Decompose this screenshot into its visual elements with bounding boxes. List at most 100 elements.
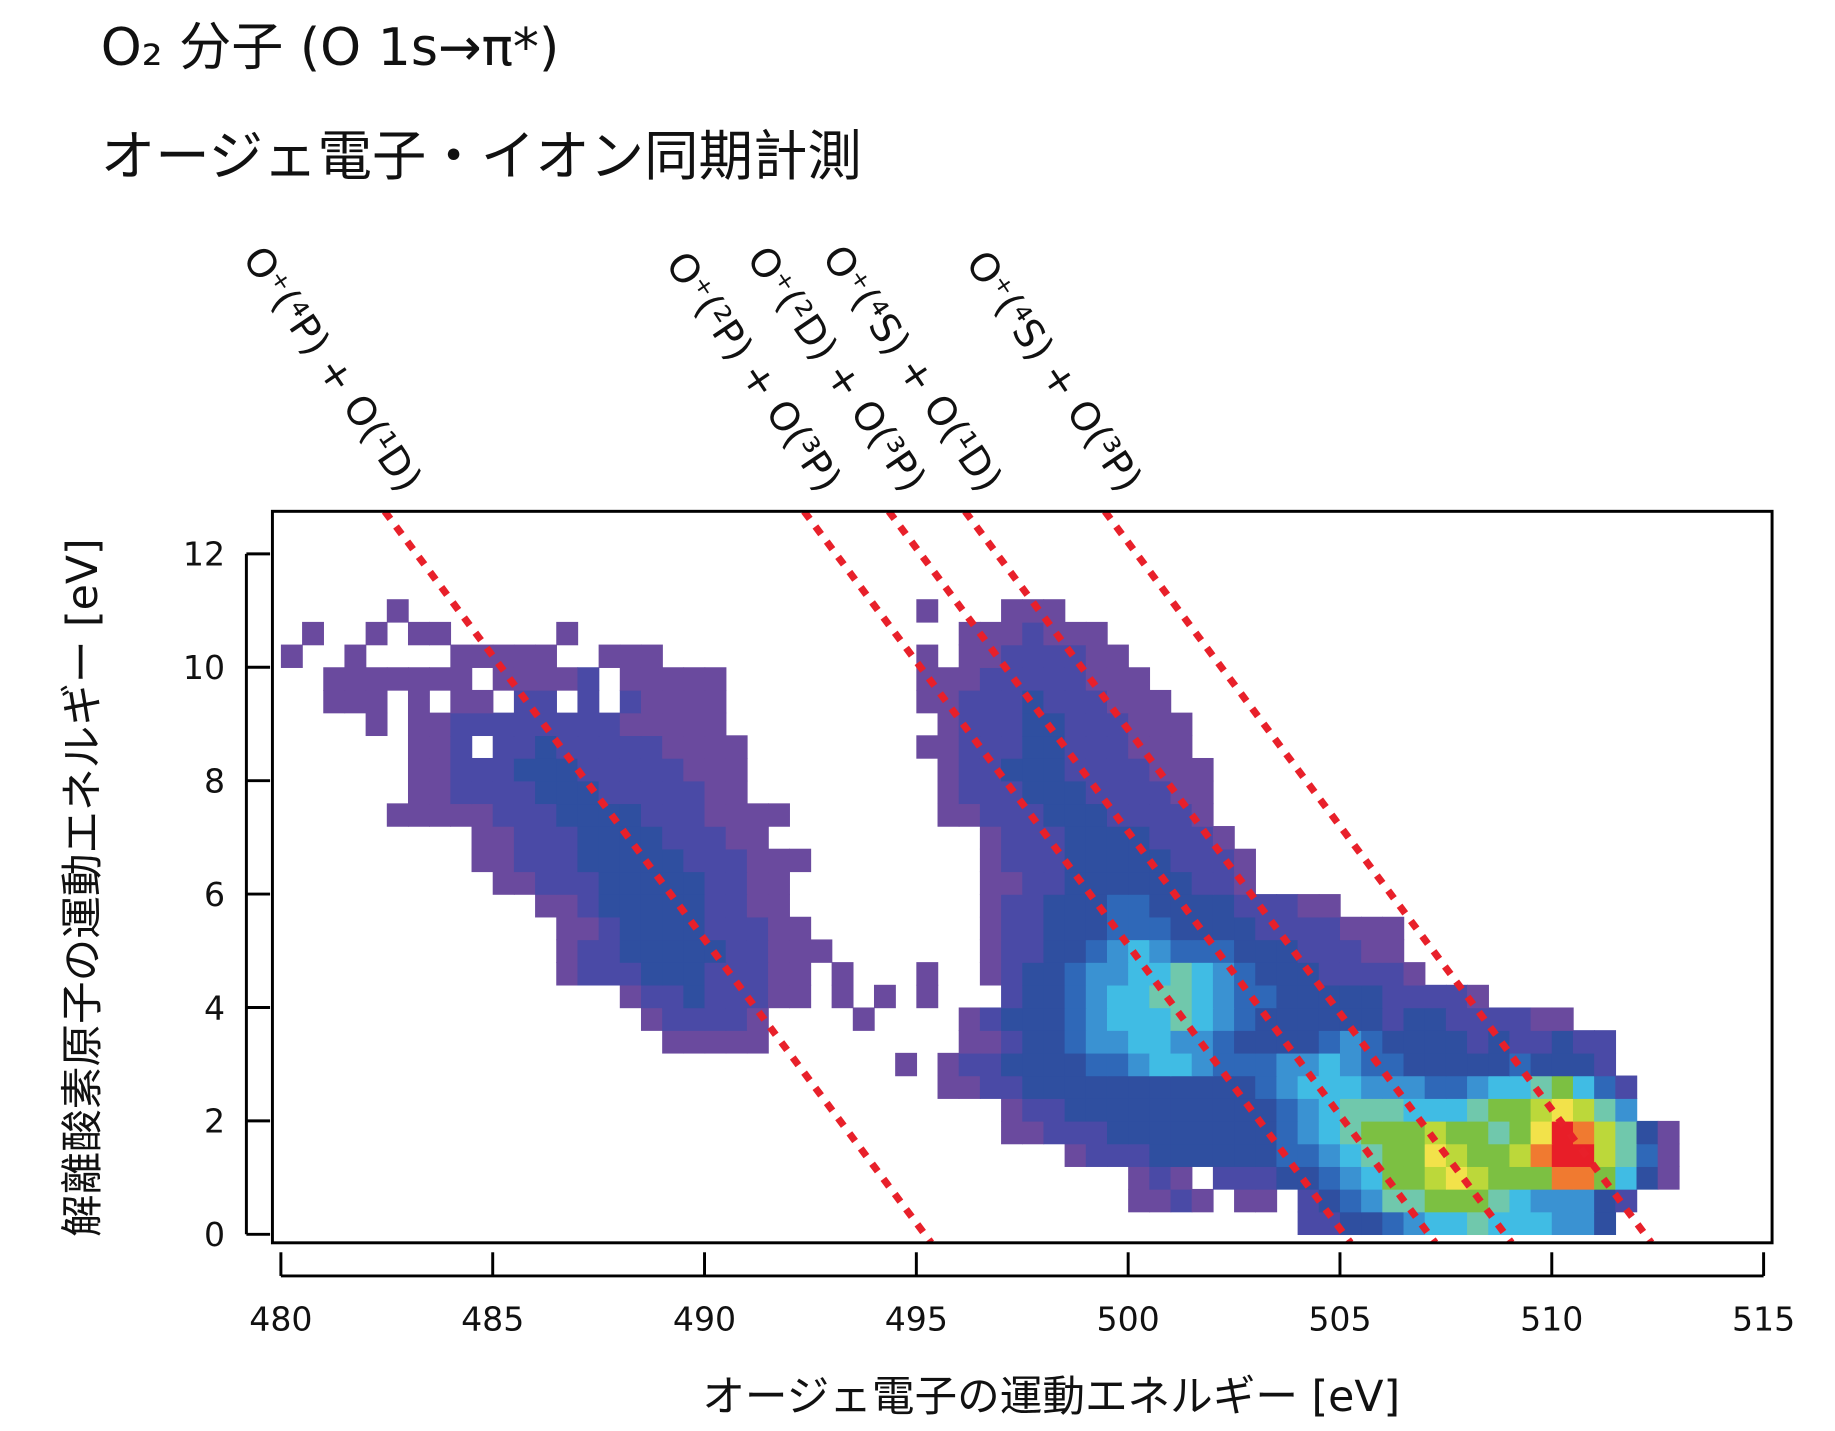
heatmap-cell bbox=[577, 1166, 599, 1189]
heatmap-cell bbox=[1637, 645, 1659, 668]
heatmap-cell bbox=[1551, 1098, 1574, 1122]
heatmap-cell bbox=[725, 894, 748, 918]
heatmap-cell bbox=[1319, 826, 1341, 849]
heatmap-cell bbox=[1297, 1030, 1320, 1054]
heatmap-cell bbox=[832, 826, 854, 849]
heatmap-cell bbox=[408, 962, 430, 985]
heatmap-cell bbox=[1509, 985, 1531, 1008]
heatmap-cell bbox=[1022, 644, 1045, 668]
heatmap-cell bbox=[323, 758, 345, 781]
heatmap-cell bbox=[1043, 962, 1066, 986]
heatmap-cell bbox=[1234, 1212, 1256, 1235]
heatmap-cell bbox=[599, 622, 621, 645]
heatmap-cell bbox=[450, 849, 472, 872]
heatmap-cell bbox=[1191, 894, 1214, 918]
heatmap-cell bbox=[683, 1030, 706, 1054]
x-tick-label: 505 bbox=[1308, 1299, 1371, 1338]
heatmap-cell bbox=[1234, 916, 1256, 941]
heatmap-cell bbox=[1149, 894, 1172, 918]
heatmap-cell bbox=[1467, 713, 1489, 736]
heatmap-cell bbox=[472, 962, 494, 985]
heatmap-cell bbox=[1297, 916, 1320, 941]
heatmap-cell bbox=[705, 645, 727, 668]
heatmap-cell bbox=[1361, 939, 1384, 963]
heatmap-cell bbox=[513, 735, 536, 759]
heatmap-cell bbox=[1425, 622, 1447, 645]
heatmap-cell bbox=[1149, 667, 1171, 690]
heatmap-cell bbox=[472, 917, 494, 940]
heatmap-cell bbox=[620, 1076, 642, 1099]
heatmap-cell bbox=[810, 939, 833, 963]
heatmap-cell bbox=[1404, 826, 1426, 849]
heatmap-cell bbox=[768, 622, 790, 645]
heatmap-cell bbox=[1509, 622, 1531, 645]
heatmap-cell bbox=[1424, 1007, 1447, 1031]
heatmap-cell bbox=[1488, 758, 1510, 781]
heatmap-cell bbox=[874, 1144, 896, 1167]
heatmap-cell bbox=[1446, 917, 1468, 940]
heatmap-cell bbox=[768, 713, 790, 736]
heatmap-cell bbox=[599, 667, 621, 690]
heatmap-cell bbox=[429, 894, 451, 917]
heatmap-cell bbox=[853, 690, 875, 713]
heatmap-cell bbox=[662, 916, 685, 941]
heatmap-cell bbox=[556, 621, 579, 646]
heatmap-cell bbox=[1572, 1030, 1595, 1054]
heatmap-cell bbox=[1637, 1053, 1659, 1076]
heatmap-cell bbox=[1382, 735, 1404, 758]
heatmap-cell bbox=[535, 826, 557, 850]
heatmap-cell bbox=[747, 758, 769, 781]
heatmap-cell bbox=[366, 803, 388, 826]
heatmap-cell bbox=[472, 1098, 494, 1121]
heatmap-cell bbox=[895, 735, 917, 758]
heatmap-cell bbox=[874, 758, 896, 781]
heatmap-cell bbox=[387, 645, 409, 668]
heatmap-cell bbox=[450, 735, 473, 759]
heatmap-cell bbox=[556, 1212, 578, 1235]
heatmap-cell bbox=[1128, 645, 1150, 668]
heatmap-cell bbox=[979, 871, 1002, 895]
heatmap-cell bbox=[1551, 1188, 1574, 1213]
heatmap-cell bbox=[1043, 803, 1066, 827]
heatmap-cell bbox=[874, 1212, 896, 1235]
heatmap-cell bbox=[1425, 894, 1447, 917]
heatmap-cell bbox=[302, 781, 324, 804]
heatmap-cell bbox=[768, 667, 790, 690]
heatmap-cell bbox=[1509, 667, 1531, 690]
heatmap-cell bbox=[281, 1053, 303, 1076]
heatmap-cell bbox=[1636, 1120, 1659, 1145]
heatmap-cell bbox=[1212, 1075, 1235, 1099]
heatmap-cell bbox=[1213, 1212, 1235, 1235]
heatmap-cell bbox=[1403, 1211, 1426, 1236]
heatmap-cell bbox=[980, 599, 1002, 622]
heatmap-cell bbox=[1531, 758, 1553, 781]
heatmap-cell bbox=[1530, 1188, 1553, 1213]
heatmap-cell bbox=[1319, 735, 1341, 758]
heatmap-cell bbox=[1594, 735, 1616, 758]
heatmap-cell bbox=[979, 689, 1002, 714]
heatmap-cell bbox=[640, 826, 663, 850]
heatmap-cell bbox=[1022, 1052, 1045, 1077]
heatmap-cell bbox=[1615, 1143, 1638, 1167]
heatmap-cell bbox=[1509, 962, 1531, 985]
heatmap-cell bbox=[514, 917, 536, 940]
heatmap-cell bbox=[1170, 1120, 1193, 1145]
heatmap-cell bbox=[429, 1007, 451, 1030]
heatmap-cell bbox=[1658, 758, 1680, 781]
heatmap-cell bbox=[1106, 848, 1129, 873]
heatmap-cell bbox=[1658, 781, 1680, 804]
heatmap-cell bbox=[1637, 985, 1659, 1008]
heatmap-cell bbox=[323, 667, 346, 691]
heatmap-cell bbox=[832, 667, 854, 690]
heatmap-cell bbox=[493, 1053, 515, 1076]
heatmap-cell bbox=[747, 690, 769, 713]
heatmap-cell bbox=[789, 622, 811, 645]
heatmap-cell bbox=[1128, 848, 1151, 873]
heatmap-cell bbox=[1658, 667, 1680, 690]
heatmap-cell bbox=[493, 1030, 515, 1053]
heatmap-cell bbox=[789, 667, 811, 690]
heatmap-cell bbox=[640, 984, 663, 1009]
heatmap-cell bbox=[1065, 599, 1087, 622]
heatmap-cell bbox=[1234, 1166, 1256, 1190]
heatmap-cell bbox=[662, 689, 685, 714]
